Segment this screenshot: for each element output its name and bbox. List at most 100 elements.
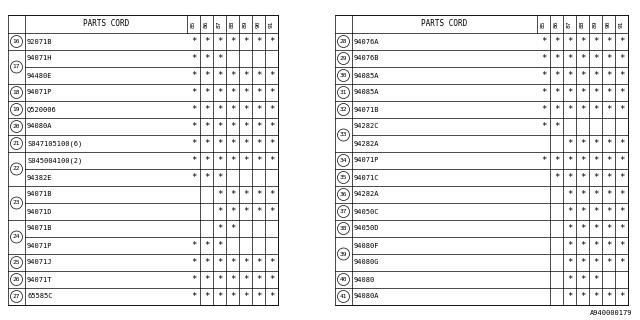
Text: *: *	[204, 139, 209, 148]
Text: *: *	[243, 71, 248, 80]
Circle shape	[337, 274, 349, 285]
Text: *: *	[567, 173, 572, 182]
Text: *: *	[217, 54, 222, 63]
Text: *: *	[217, 105, 222, 114]
Text: *: *	[541, 37, 546, 46]
Text: *: *	[593, 190, 598, 199]
Text: *: *	[256, 207, 261, 216]
Text: *: *	[567, 37, 572, 46]
Text: 39: 39	[340, 252, 348, 257]
Text: *: *	[217, 190, 222, 199]
Text: *: *	[554, 71, 559, 80]
Text: *: *	[619, 88, 624, 97]
Text: *: *	[606, 88, 611, 97]
Text: 41: 41	[340, 294, 348, 299]
Text: 89: 89	[243, 20, 248, 28]
Text: *: *	[619, 105, 624, 114]
Circle shape	[337, 129, 349, 141]
Circle shape	[10, 257, 22, 268]
Text: *: *	[593, 88, 598, 97]
Text: 94080F: 94080F	[354, 243, 380, 249]
Text: *: *	[269, 258, 274, 267]
Text: *: *	[580, 71, 585, 80]
Text: *: *	[593, 224, 598, 233]
Text: 94085A: 94085A	[354, 90, 380, 95]
Text: *: *	[191, 71, 196, 80]
Text: *: *	[217, 37, 222, 46]
Text: 92071B: 92071B	[27, 38, 52, 44]
Text: *: *	[256, 258, 261, 267]
Text: *: *	[567, 224, 572, 233]
Text: *: *	[256, 88, 261, 97]
Text: *: *	[243, 275, 248, 284]
Text: *: *	[204, 37, 209, 46]
Text: 94080G: 94080G	[354, 260, 380, 266]
Text: *: *	[204, 88, 209, 97]
Text: PARTS CORD: PARTS CORD	[421, 20, 468, 28]
Text: *: *	[269, 190, 274, 199]
Text: 85: 85	[191, 20, 196, 28]
Text: *: *	[269, 105, 274, 114]
Text: *: *	[593, 207, 598, 216]
Text: *: *	[606, 224, 611, 233]
Text: 26: 26	[13, 277, 20, 282]
Text: 90: 90	[256, 20, 261, 28]
Text: *: *	[256, 37, 261, 46]
Text: 94050C: 94050C	[354, 209, 380, 214]
Text: *: *	[269, 122, 274, 131]
Text: *: *	[593, 292, 598, 301]
Text: *: *	[567, 241, 572, 250]
Text: 17: 17	[13, 65, 20, 69]
Text: 94080: 94080	[354, 276, 375, 283]
Text: *: *	[269, 275, 274, 284]
Text: *: *	[606, 207, 611, 216]
Text: *: *	[606, 292, 611, 301]
Text: *: *	[191, 122, 196, 131]
Text: *: *	[619, 241, 624, 250]
Text: *: *	[230, 156, 235, 165]
Text: *: *	[593, 241, 598, 250]
Text: *: *	[204, 71, 209, 80]
Text: 94071B: 94071B	[27, 226, 52, 231]
Text: *: *	[243, 207, 248, 216]
Text: *: *	[619, 54, 624, 63]
Text: *: *	[593, 156, 598, 165]
Text: 86: 86	[554, 20, 559, 28]
Text: 27: 27	[13, 294, 20, 299]
Circle shape	[10, 197, 22, 209]
Text: Q520006: Q520006	[27, 107, 57, 113]
Text: *: *	[230, 224, 235, 233]
Text: 23: 23	[13, 201, 20, 205]
Text: *: *	[619, 292, 624, 301]
Text: 29: 29	[340, 56, 348, 61]
Text: *: *	[580, 54, 585, 63]
Text: *: *	[204, 241, 209, 250]
Circle shape	[10, 274, 22, 285]
Text: *: *	[619, 156, 624, 165]
Text: *: *	[593, 71, 598, 80]
Text: 88: 88	[230, 20, 235, 28]
Text: 94076A: 94076A	[354, 38, 380, 44]
Text: *: *	[230, 37, 235, 46]
Text: *: *	[580, 207, 585, 216]
Text: *: *	[554, 88, 559, 97]
Text: *: *	[619, 190, 624, 199]
Text: 94085A: 94085A	[354, 73, 380, 78]
Text: *: *	[606, 258, 611, 267]
Circle shape	[10, 86, 22, 99]
Circle shape	[337, 188, 349, 201]
Text: *: *	[204, 275, 209, 284]
Text: *: *	[580, 156, 585, 165]
Circle shape	[10, 61, 22, 73]
Text: *: *	[256, 190, 261, 199]
Circle shape	[10, 121, 22, 132]
Text: *: *	[580, 224, 585, 233]
Text: *: *	[593, 54, 598, 63]
Text: *: *	[619, 37, 624, 46]
Text: 94050D: 94050D	[354, 226, 380, 231]
Text: 87: 87	[567, 20, 572, 28]
Circle shape	[337, 52, 349, 65]
Circle shape	[10, 103, 22, 116]
Text: 94071B: 94071B	[354, 107, 380, 113]
Text: *: *	[243, 37, 248, 46]
